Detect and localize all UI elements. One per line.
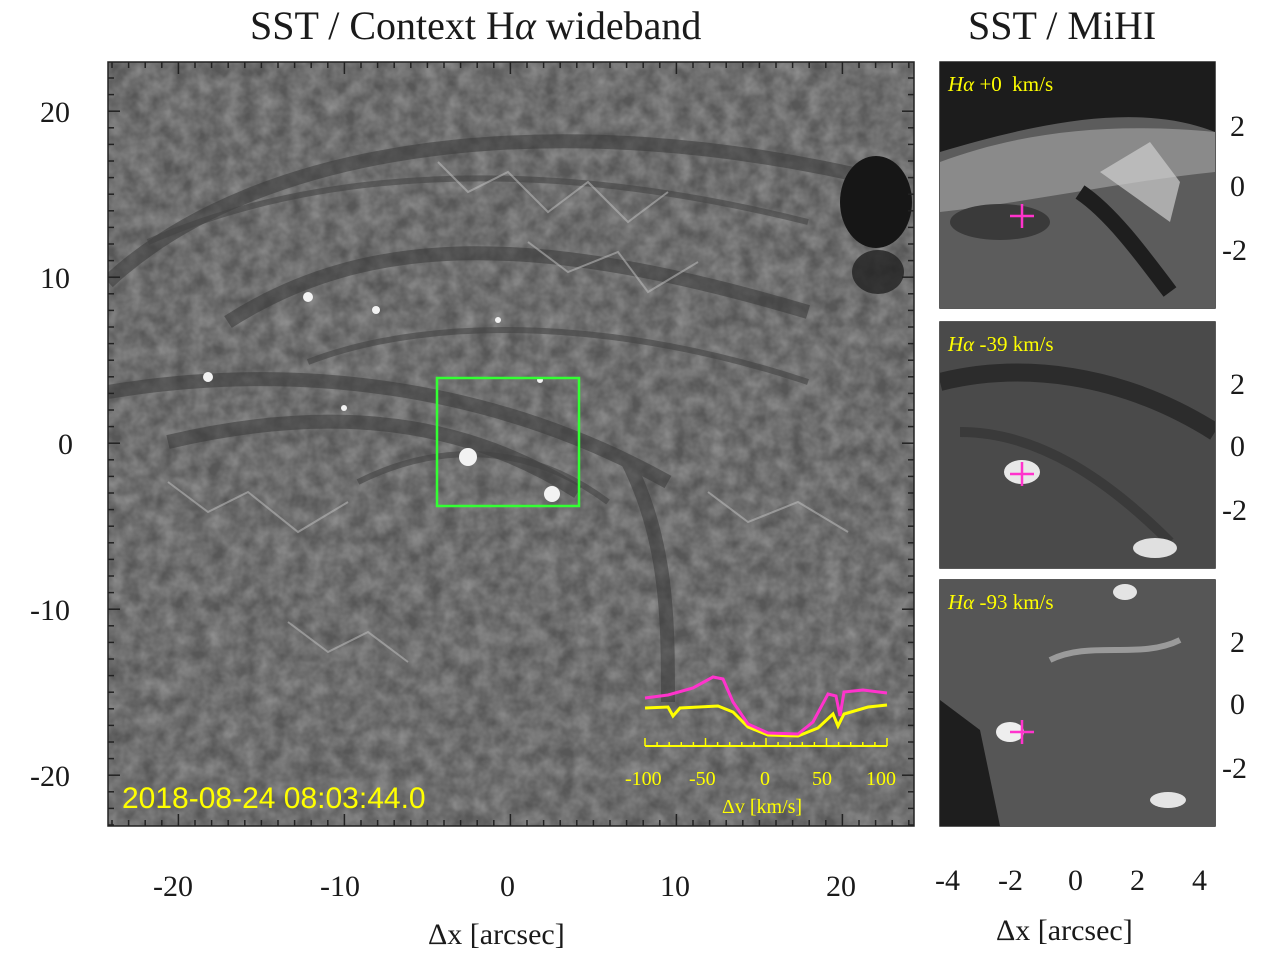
x-tick-label: -20 <box>153 870 193 903</box>
side-y-tick-label: 0 <box>1230 688 1245 721</box>
side-y-tick-label: 2 <box>1230 626 1245 659</box>
side-title: SST / MiHI <box>968 3 1157 48</box>
y-tick-label: 0 <box>58 428 73 461</box>
side-y-tick-label: 2 <box>1230 368 1245 401</box>
side-y-tick-label: 0 <box>1230 430 1245 463</box>
x-tick-label: 0 <box>500 870 515 903</box>
panel-velocity-label: Hα +0 km/s <box>948 72 1054 96</box>
side-x-tick-label: -2 <box>998 864 1023 897</box>
context-image-texture <box>108 62 914 826</box>
inset-x-tick: 100 <box>866 768 896 790</box>
y-tick-label: -10 <box>30 594 70 627</box>
side-x-axis-title: Δx [arcsec] <box>996 914 1133 947</box>
main-x-axis-title: Δx [arcsec] <box>428 918 565 951</box>
side-x-tick-label: 4 <box>1192 864 1207 897</box>
inset-x-axis-title: Δv [km/s] <box>722 796 803 818</box>
side-x-tick-label: -4 <box>935 864 960 897</box>
x-tick-label: -10 <box>320 870 360 903</box>
context-image: 2018-08-24 08:03:44.0 <box>108 62 914 826</box>
side-x-tick-label: 0 <box>1068 864 1083 897</box>
x-tick-label: 10 <box>660 870 690 903</box>
inset-x-tick: 0 <box>760 768 770 790</box>
side-x-tick-label: 2 <box>1130 864 1145 897</box>
inset-x-tick: 50 <box>812 768 832 790</box>
main-title: SST / Context Hα wideband <box>250 3 702 48</box>
y-tick-label: -20 <box>30 760 70 793</box>
side-y-tick-label: -2 <box>1222 752 1247 785</box>
panel-velocity-label: Hα -93 km/s <box>948 590 1054 614</box>
inset-x-tick: -50 <box>689 768 716 790</box>
side-y-tick-label: 2 <box>1230 110 1245 143</box>
mihi-panel-0: Hα +0 km/s <box>940 62 1215 308</box>
mihi-panel-1: Hα -39 km/s <box>940 322 1215 568</box>
mihi-panel-2: Hα -93 km/s <box>940 580 1215 826</box>
panel-velocity-label: Hα -39 km/s <box>948 332 1054 356</box>
inset-x-tick: -100 <box>625 768 662 790</box>
side-y-tick-label: -2 <box>1222 494 1247 527</box>
side-y-tick-label: 0 <box>1230 170 1245 203</box>
y-tick-label: 10 <box>40 262 70 295</box>
y-tick-label: 20 <box>40 96 70 129</box>
side-y-tick-label: -2 <box>1222 234 1247 267</box>
timestamp: 2018-08-24 08:03:44.0 <box>122 782 426 815</box>
x-tick-label: 20 <box>826 870 856 903</box>
